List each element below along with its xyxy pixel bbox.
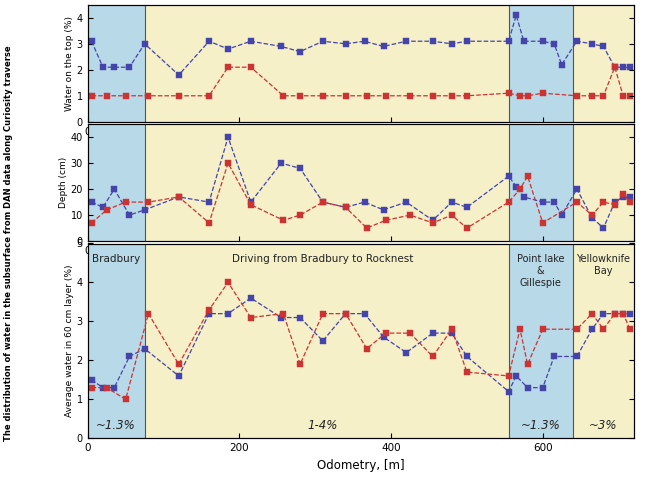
Bar xyxy=(573,124,634,241)
Bar xyxy=(144,5,509,122)
Bar xyxy=(88,5,144,122)
Y-axis label: Average water in 60 cm layer (%): Average water in 60 cm layer (%) xyxy=(65,264,74,417)
Text: Bradbury: Bradbury xyxy=(92,254,140,264)
Bar xyxy=(144,124,509,241)
Bar xyxy=(88,244,144,438)
Bar xyxy=(573,5,634,122)
Text: ~3%: ~3% xyxy=(589,419,617,432)
Text: Point lake
&
Gillespie: Point lake & Gillespie xyxy=(517,254,564,288)
Text: ~1.3%: ~1.3% xyxy=(96,419,136,432)
Y-axis label: Water on the top (%): Water on the top (%) xyxy=(65,16,74,111)
Bar xyxy=(573,244,634,438)
Bar xyxy=(88,124,144,241)
Y-axis label: Depth (cm): Depth (cm) xyxy=(58,157,68,208)
Text: Yellowknife
Bay: Yellowknife Bay xyxy=(577,254,630,276)
Text: 1-4%: 1-4% xyxy=(307,419,338,432)
Text: ~1.3%: ~1.3% xyxy=(521,419,560,432)
Text: Driving from Bradbury to Rocknest: Driving from Bradbury to Rocknest xyxy=(232,254,413,264)
Bar xyxy=(509,124,573,241)
Bar xyxy=(509,5,573,122)
Bar xyxy=(509,244,573,438)
X-axis label: Odometry, [m]: Odometry, [m] xyxy=(317,459,404,472)
Text: The distribution of water in the subsurface from DAN data along Curiosity traver: The distribution of water in the subsurf… xyxy=(4,46,13,441)
Bar xyxy=(144,244,509,438)
